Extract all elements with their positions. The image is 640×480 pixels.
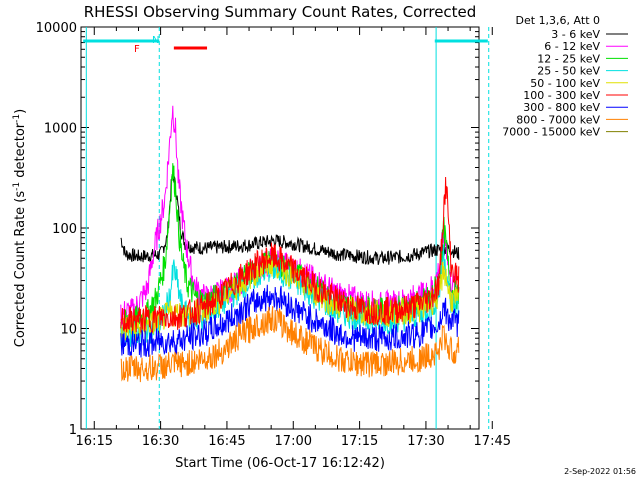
series-line (120, 173, 460, 265)
x-tick-label: 16:45 (208, 434, 245, 449)
y-tick-label: 10000 (36, 21, 77, 36)
y-tick-label: 1000 (44, 122, 77, 137)
x-tick-label: 17:30 (407, 434, 444, 449)
flag-bars (83, 39, 488, 50)
x-tick-label: 16:15 (76, 434, 113, 449)
flag-label-n: N (152, 35, 159, 46)
y-tick-label: 100 (52, 222, 77, 237)
flag-label-f: F (134, 44, 140, 55)
legend-item-label: 50 - 100 keV (530, 77, 600, 90)
eclipse-markers (85, 27, 490, 429)
legend-item-label: 12 - 25 keV (537, 52, 600, 65)
x-axis: 16:15 16:30 16:45 17:00 17:15 17:30 17:45 (76, 27, 511, 449)
x-tick-label: 16:30 (142, 434, 179, 449)
x-tick-label: 17:15 (341, 434, 378, 449)
x-tick-label: 17:00 (275, 434, 312, 449)
legend-item-label: 300 - 800 keV (523, 101, 600, 114)
legend-item-label: 6 - 12 keV (544, 40, 600, 53)
legend-item-label: 25 - 50 keV (537, 65, 600, 78)
chart-title: RHESSI Observing Summary Count Rates, Co… (84, 3, 477, 21)
legend-item-label: 100 - 300 keV (523, 89, 600, 102)
series-line (120, 284, 460, 358)
legend-item-label: 800 - 7000 keV (516, 113, 600, 126)
y-axis: 1 10 100 1000 10000 (36, 21, 479, 438)
series-line (120, 306, 460, 383)
x-axis-label: Start Time (06-Oct-17 16:12:42) (175, 456, 385, 471)
series-line (120, 105, 460, 326)
legend-item-label: 7000 - 15000 keV (502, 126, 600, 139)
x-tick-label: 17:45 (474, 434, 511, 449)
y-tick-label: 10 (60, 323, 77, 338)
timestamp: 2-Sep-2022 01:56 (564, 467, 636, 476)
legend-item-label: 3 - 6 keV (551, 28, 600, 41)
y-tick-label: 1 (69, 423, 77, 438)
series-lines (120, 105, 460, 383)
series-line (120, 176, 460, 334)
y-axis-label: Corrected Count Rate (s-1 detector-1) (12, 109, 28, 347)
legend-header: Det 1,3,6, Att 0 (516, 14, 600, 27)
